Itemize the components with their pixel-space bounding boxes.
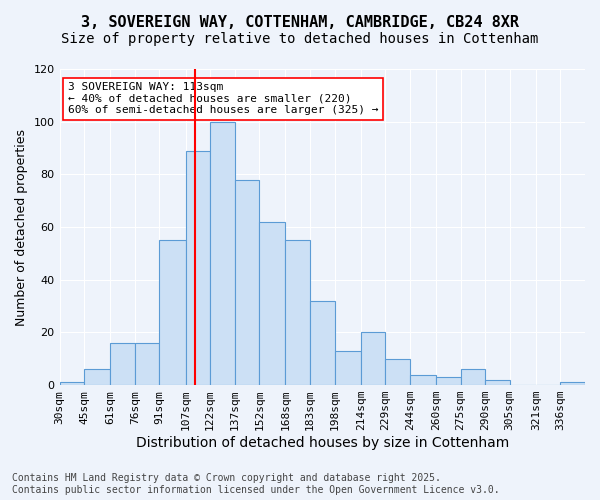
Bar bbox=[461, 370, 485, 385]
Bar bbox=[160, 240, 185, 385]
Bar bbox=[286, 240, 310, 385]
Bar bbox=[310, 301, 335, 385]
Bar bbox=[335, 351, 361, 385]
Bar bbox=[210, 122, 235, 385]
Bar bbox=[560, 382, 585, 385]
Text: 3, SOVEREIGN WAY, COTTENHAM, CAMBRIDGE, CB24 8XR: 3, SOVEREIGN WAY, COTTENHAM, CAMBRIDGE, … bbox=[81, 15, 519, 30]
Text: 3 SOVEREIGN WAY: 113sqm
← 40% of detached houses are smaller (220)
60% of semi-d: 3 SOVEREIGN WAY: 113sqm ← 40% of detache… bbox=[68, 82, 378, 116]
Bar bbox=[135, 343, 160, 385]
Bar bbox=[385, 358, 410, 385]
Text: Size of property relative to detached houses in Cottenham: Size of property relative to detached ho… bbox=[61, 32, 539, 46]
Y-axis label: Number of detached properties: Number of detached properties bbox=[15, 128, 28, 326]
Bar bbox=[436, 377, 461, 385]
Bar bbox=[59, 382, 84, 385]
Bar bbox=[84, 370, 110, 385]
Text: Contains HM Land Registry data © Crown copyright and database right 2025.
Contai: Contains HM Land Registry data © Crown c… bbox=[12, 474, 500, 495]
Bar bbox=[410, 374, 436, 385]
Bar bbox=[259, 222, 286, 385]
Bar bbox=[185, 150, 210, 385]
X-axis label: Distribution of detached houses by size in Cottenham: Distribution of detached houses by size … bbox=[136, 436, 509, 450]
Bar bbox=[485, 380, 510, 385]
Bar bbox=[235, 180, 259, 385]
Bar bbox=[361, 332, 385, 385]
Bar bbox=[110, 343, 135, 385]
